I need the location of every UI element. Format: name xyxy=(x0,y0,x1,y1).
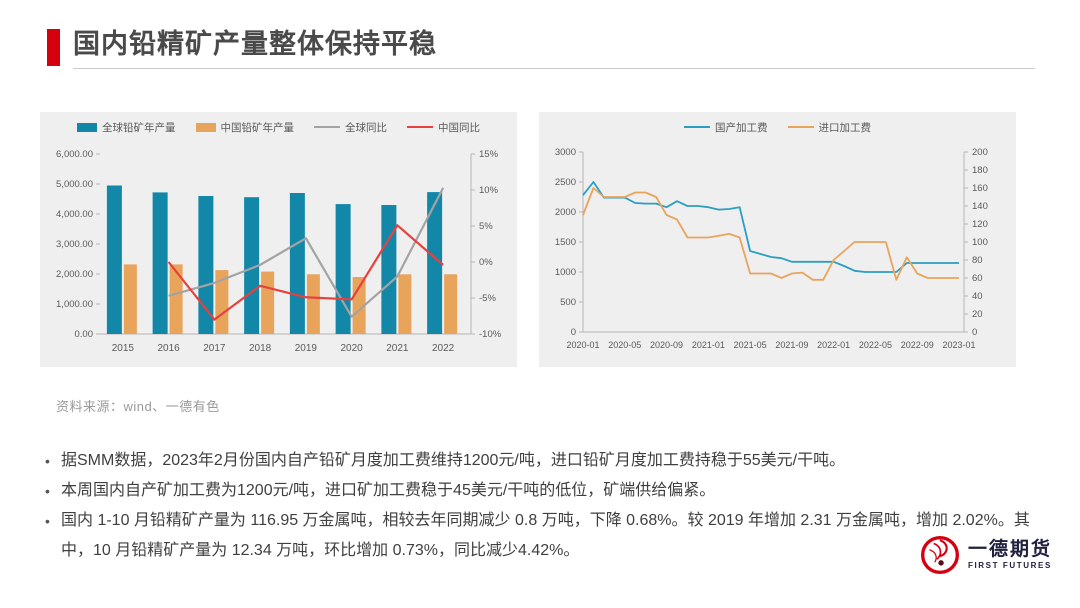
svg-text:2021-01: 2021-01 xyxy=(692,340,725,350)
right-chart-legend: 国产加工费 进口加工费 xyxy=(539,112,1016,142)
svg-text:2000: 2000 xyxy=(555,207,576,218)
svg-text:0%: 0% xyxy=(479,257,493,268)
svg-text:2016: 2016 xyxy=(158,343,181,354)
line-chart-canvas: 0 500 1000 1500 2000 2500 3000 0 20 40 60 80 100 120 1… xyxy=(555,147,988,350)
chart-processing-fees: 国产加工费 进口加工费 0 500 1000 1500 2000 2500 3000 0 20 4… xyxy=(539,112,1016,367)
svg-text:2022-01: 2022-01 xyxy=(817,340,850,350)
svg-text:5%: 5% xyxy=(479,221,493,232)
legend-label: 国产加工费 xyxy=(715,121,768,134)
svg-text:2017: 2017 xyxy=(203,343,226,354)
legend-item: 全球铅矿年产量 xyxy=(77,120,176,135)
svg-text:2015: 2015 xyxy=(112,343,135,354)
page-title: 国内铅精矿产量整体保持平稳 xyxy=(73,29,437,59)
svg-text:-10%: -10% xyxy=(479,329,502,340)
svg-text:0: 0 xyxy=(571,327,576,338)
svg-text:2500: 2500 xyxy=(555,177,576,188)
logo-name-en: FIRST FUTURES xyxy=(967,561,1052,570)
svg-text:500: 500 xyxy=(560,297,576,308)
svg-text:-5%: -5% xyxy=(479,293,496,304)
svg-text:2020-09: 2020-09 xyxy=(650,340,683,350)
legend-label: 全球铅矿年产量 xyxy=(102,121,176,134)
legend-item: 中国铅矿年产量 xyxy=(195,120,295,135)
legend-item: 全球同比 xyxy=(314,120,387,135)
svg-text:0: 0 xyxy=(972,327,977,338)
svg-text:2,000.00: 2,000.00 xyxy=(56,269,93,280)
svg-text:2021-09: 2021-09 xyxy=(775,340,808,350)
svg-text:3000: 3000 xyxy=(555,147,576,158)
logo-name-cn: 一德期货 xyxy=(967,539,1052,560)
line-swatch-icon xyxy=(684,125,710,129)
svg-text:2020-05: 2020-05 xyxy=(608,340,641,350)
title-underline: 国内铅精矿产量整体保持平稳 xyxy=(73,27,1035,69)
bar-line-chart-canvas: 0.00 1,000.00 2,000.00 3,000.00 4,000.00 5,00… xyxy=(56,149,502,354)
bullet-item: 本周国内自产矿加工费为1200元/吨，进口矿加工费稳于45美元/干吨的低位，矿端… xyxy=(42,476,1044,506)
svg-text:2018: 2018 xyxy=(249,343,272,354)
svg-text:140: 140 xyxy=(972,201,988,212)
svg-text:4,000.00: 4,000.00 xyxy=(56,209,93,220)
company-logo: 一德期货 FIRST FUTURES xyxy=(919,534,1052,576)
svg-text:80: 80 xyxy=(972,255,983,266)
svg-text:2023-01: 2023-01 xyxy=(942,340,975,350)
svg-text:60: 60 xyxy=(972,273,983,284)
svg-text:6,000.00: 6,000.00 xyxy=(56,149,93,160)
source-note: 资料来源：wind、一德有色 xyxy=(56,399,220,414)
bullet-item: 国内 1-10 月铅精矿产量为 116.95 万金属吨，相较去年同期减少 0.8… xyxy=(42,506,1044,566)
svg-text:2020-01: 2020-01 xyxy=(566,340,599,350)
svg-text:200: 200 xyxy=(972,147,988,158)
svg-text:2021-05: 2021-05 xyxy=(734,340,767,350)
legend-item: 国产加工费 xyxy=(684,120,768,135)
legend-label: 全球同比 xyxy=(345,121,387,134)
bar-swatch-icon xyxy=(195,122,216,132)
left-chart-legend: 全球铅矿年产量 中国铅矿年产量 全球同比 中国同比 xyxy=(40,112,517,142)
svg-text:0.00: 0.00 xyxy=(75,329,94,340)
svg-text:120: 120 xyxy=(972,219,988,230)
line-swatch-icon xyxy=(314,125,340,129)
svg-text:2022-09: 2022-09 xyxy=(901,340,934,350)
legend-label: 进口加工费 xyxy=(818,121,872,134)
svg-text:100: 100 xyxy=(972,237,988,248)
svg-text:40: 40 xyxy=(972,291,983,302)
title-accent-bar xyxy=(47,29,60,66)
svg-text:5,000.00: 5,000.00 xyxy=(56,179,93,190)
legend-item: 中国同比 xyxy=(407,120,480,135)
svg-text:180: 180 xyxy=(972,165,988,176)
svg-text:1500: 1500 xyxy=(555,237,576,248)
svg-text:160: 160 xyxy=(972,183,988,194)
bullet-list: 据SMM数据，2023年2月份国内自产铅矿月度加工费维持1200元/吨，进口铅矿… xyxy=(42,446,1044,566)
svg-text:2022-05: 2022-05 xyxy=(859,340,892,350)
svg-text:2020: 2020 xyxy=(341,343,364,354)
svg-text:2022: 2022 xyxy=(432,343,455,354)
svg-text:1,000.00: 1,000.00 xyxy=(56,299,93,310)
legend-label: 中国同比 xyxy=(438,121,480,134)
line-swatch-icon xyxy=(787,125,814,129)
svg-text:3,000.00: 3,000.00 xyxy=(56,239,93,250)
svg-text:2019: 2019 xyxy=(295,343,318,354)
slide-header: 国内铅精矿产量整体保持平稳 xyxy=(47,27,1035,69)
bar-swatch-icon xyxy=(77,122,97,132)
svg-text:15%: 15% xyxy=(479,149,499,160)
charts-row: 全球铅矿年产量 中国铅矿年产量 全球同比 中国同比 0.00 1,000.00 2,… xyxy=(40,112,1016,367)
line-swatch-icon xyxy=(407,125,433,129)
legend-item: 进口加工费 xyxy=(787,120,872,135)
svg-text:1000: 1000 xyxy=(555,267,576,278)
svg-text:10%: 10% xyxy=(479,185,499,196)
chart-global-lead-production: 全球铅矿年产量 中国铅矿年产量 全球同比 中国同比 0.00 1,000.00 2,… xyxy=(40,112,517,367)
bullet-item: 据SMM数据，2023年2月份国内自产铅矿月度加工费维持1200元/吨，进口铅矿… xyxy=(42,446,1044,476)
logo-text: 一德期货 FIRST FUTURES xyxy=(968,540,1052,570)
legend-label: 中国铅矿年产量 xyxy=(220,121,295,134)
logo-swirl-icon xyxy=(920,535,959,575)
svg-text:20: 20 xyxy=(972,309,983,320)
svg-text:2021: 2021 xyxy=(386,343,409,354)
